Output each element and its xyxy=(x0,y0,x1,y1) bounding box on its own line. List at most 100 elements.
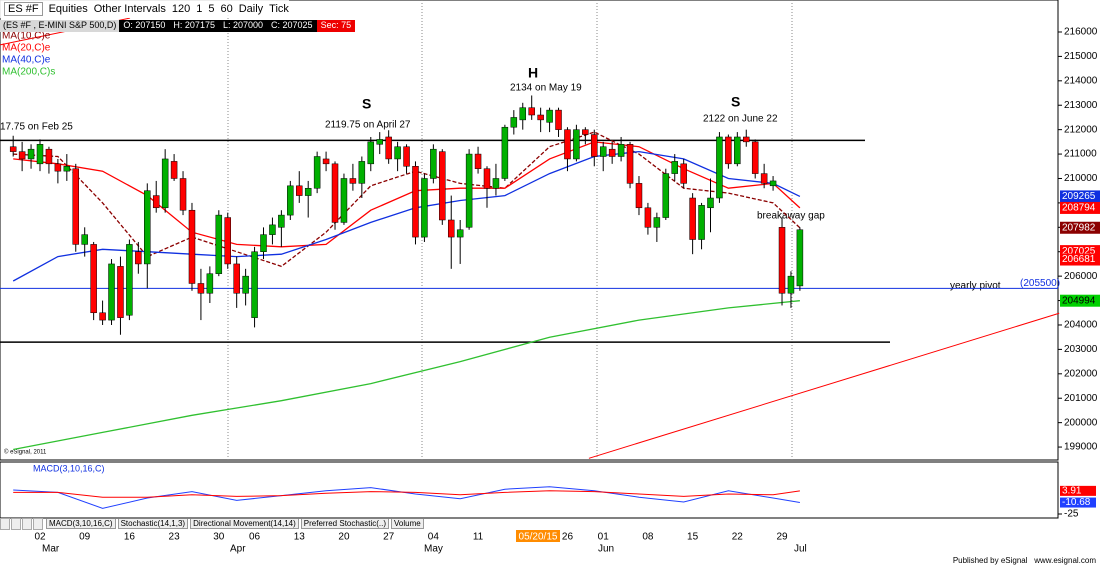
candle-body xyxy=(716,136,723,199)
candle-body xyxy=(278,214,285,228)
quote-open: O: 207150 xyxy=(123,20,166,30)
candle-body xyxy=(680,163,687,184)
tab[interactable]: Volume xyxy=(391,519,424,529)
cursor-date: 05/20/15 xyxy=(519,532,558,543)
x-tick-label: 04 xyxy=(428,532,440,543)
tab-arrow[interactable] xyxy=(33,518,43,530)
quote-close: C: 207025 xyxy=(271,20,313,30)
candle-body xyxy=(653,217,661,228)
candle-body xyxy=(617,144,625,157)
candle-body xyxy=(483,168,491,189)
main-panel xyxy=(0,0,1059,461)
annotation: 17.75 on Feb 25 xyxy=(0,122,73,133)
x-tick-label: 06 xyxy=(249,532,261,543)
candle-body xyxy=(734,136,741,165)
macd-title: MACD(3,10,16,C) xyxy=(33,463,105,473)
cursor-date-box xyxy=(516,530,560,542)
tab-arrow[interactable] xyxy=(11,518,21,530)
price-label: 208794 xyxy=(1062,203,1096,214)
legend-entry: MA(20,C)e xyxy=(2,43,51,54)
candle-body xyxy=(215,214,223,274)
macd-value-box xyxy=(1060,497,1096,508)
candle-body xyxy=(528,107,535,116)
candle-body xyxy=(662,173,670,218)
y-tick-label: 212000 xyxy=(1064,124,1098,135)
price-label: 207025 xyxy=(1062,246,1096,257)
candle-body xyxy=(582,129,589,135)
candle-body xyxy=(126,244,133,316)
toolbar-item[interactable]: Equities xyxy=(48,3,88,15)
candle-body xyxy=(152,195,160,209)
footer: Published by eSignal www.esignal.com xyxy=(952,556,1096,565)
tab-arrow[interactable] xyxy=(22,518,32,530)
tab[interactable]: Stochastic(14,1,3) xyxy=(117,519,189,529)
x-tick-label: 27 xyxy=(383,532,395,543)
candle-body xyxy=(144,190,151,265)
x-tick-label: 13 xyxy=(294,532,306,543)
toolbar-item[interactable]: 1 xyxy=(196,3,203,15)
candle-body xyxy=(644,207,652,228)
candle-body xyxy=(403,146,410,167)
candle-body xyxy=(331,163,339,223)
candle-body xyxy=(743,136,750,143)
candle-body xyxy=(394,146,401,160)
y-tick-label: 213000 xyxy=(1064,100,1098,111)
candle-body xyxy=(385,136,392,160)
candle-body xyxy=(635,183,643,209)
candle-body xyxy=(769,180,777,187)
candle-body xyxy=(412,166,419,238)
y-tick-label: 214000 xyxy=(1064,75,1098,86)
y-tick-label: 210000 xyxy=(1064,173,1098,184)
x-tick-label: 16 xyxy=(124,532,136,543)
candle-body xyxy=(358,161,366,184)
price-label: 207982 xyxy=(1062,222,1096,233)
month-label: Jun xyxy=(598,544,614,555)
candle-body xyxy=(322,158,330,165)
candle-body xyxy=(287,185,294,216)
candle-body xyxy=(707,197,714,209)
toolbar-item[interactable]: Tick xyxy=(269,3,289,15)
candle-body xyxy=(188,209,196,284)
candle-body xyxy=(197,283,205,294)
toolbar-item[interactable]: Daily xyxy=(238,3,264,15)
candle-body xyxy=(608,148,616,157)
toolbar: ES #F Equities Other Intervals 120 1 5 6… xyxy=(0,0,289,18)
toolbar-item[interactable]: 120 xyxy=(171,3,191,15)
candle-body xyxy=(206,273,214,294)
candle-body xyxy=(689,197,696,240)
copyright: © eSignal, 2011 xyxy=(4,449,47,456)
x-tick-label: 20 xyxy=(338,532,350,543)
candle-body xyxy=(519,107,527,121)
toolbar-item[interactable]: 5 xyxy=(208,3,215,15)
candle-body xyxy=(492,178,500,189)
tab[interactable]: Preferred Stochastic(..) xyxy=(300,519,390,529)
y-tick-label: 216000 xyxy=(1064,27,1098,38)
candle-body xyxy=(447,219,455,238)
price-label-box xyxy=(1060,221,1100,234)
macd-line xyxy=(13,486,800,509)
candle-body xyxy=(135,251,142,265)
annotation: breakaway gap xyxy=(757,211,825,222)
candle-body xyxy=(63,166,71,172)
macd-line xyxy=(13,490,800,498)
macd-panel xyxy=(0,461,1059,519)
candle-body xyxy=(778,227,786,294)
candle-body xyxy=(9,146,17,152)
study-tabs: MACD(3,10,16,C) Stochastic(14,1,3) Direc… xyxy=(0,518,424,530)
tab[interactable]: Directional Movement(14,14) xyxy=(190,519,299,529)
candle-body xyxy=(260,234,267,252)
tab-arrow[interactable] xyxy=(0,518,10,530)
x-tick-label: 09 xyxy=(79,532,91,543)
tab[interactable]: MACD(3,10,16,C) xyxy=(46,519,116,529)
quote: O: 207150 H: 207175 L: 207000 C: 207025 xyxy=(119,20,317,32)
x-tick-label: 11 xyxy=(473,532,484,543)
candle-body xyxy=(45,148,53,165)
symbol-box[interactable]: ES #F xyxy=(4,2,43,16)
quote-low: L: 207000 xyxy=(222,20,264,30)
x-tick-label: 15 xyxy=(687,532,699,543)
candle-body xyxy=(725,136,732,165)
candle-body xyxy=(349,178,357,184)
toolbar-item[interactable]: 60 xyxy=(220,3,233,15)
toolbar-item[interactable]: Other Intervals xyxy=(93,3,166,15)
